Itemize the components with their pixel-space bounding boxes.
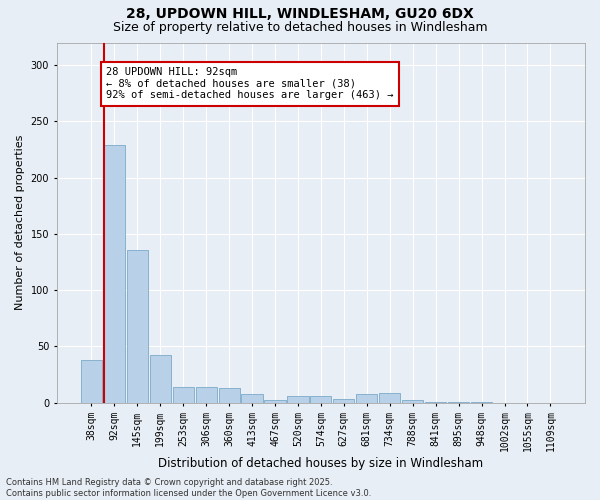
Bar <box>149 356 171 403</box>
Bar <box>334 400 355 402</box>
Text: 28 UPDOWN HILL: 92sqm
← 8% of detached houses are smaller (38)
92% of semi-detac: 28 UPDOWN HILL: 92sqm ← 8% of detached h… <box>106 68 394 100</box>
Bar <box>379 392 400 402</box>
Text: Contains HM Land Registry data © Crown copyright and database right 2025.
Contai: Contains HM Land Registry data © Crown c… <box>6 478 371 498</box>
Bar <box>196 387 217 402</box>
Bar <box>104 145 125 403</box>
Bar <box>81 360 102 403</box>
Y-axis label: Number of detached properties: Number of detached properties <box>15 135 25 310</box>
Text: 28, UPDOWN HILL, WINDLESHAM, GU20 6DX: 28, UPDOWN HILL, WINDLESHAM, GU20 6DX <box>126 8 474 22</box>
X-axis label: Distribution of detached houses by size in Windlesham: Distribution of detached houses by size … <box>158 457 484 470</box>
Bar <box>241 394 263 402</box>
Bar <box>310 396 331 402</box>
Bar <box>173 387 194 402</box>
Bar <box>356 394 377 402</box>
Bar <box>265 400 286 402</box>
Bar <box>218 388 239 402</box>
Bar <box>127 250 148 402</box>
Bar <box>287 396 308 402</box>
Bar <box>402 400 423 402</box>
Text: Size of property relative to detached houses in Windlesham: Size of property relative to detached ho… <box>113 21 487 34</box>
